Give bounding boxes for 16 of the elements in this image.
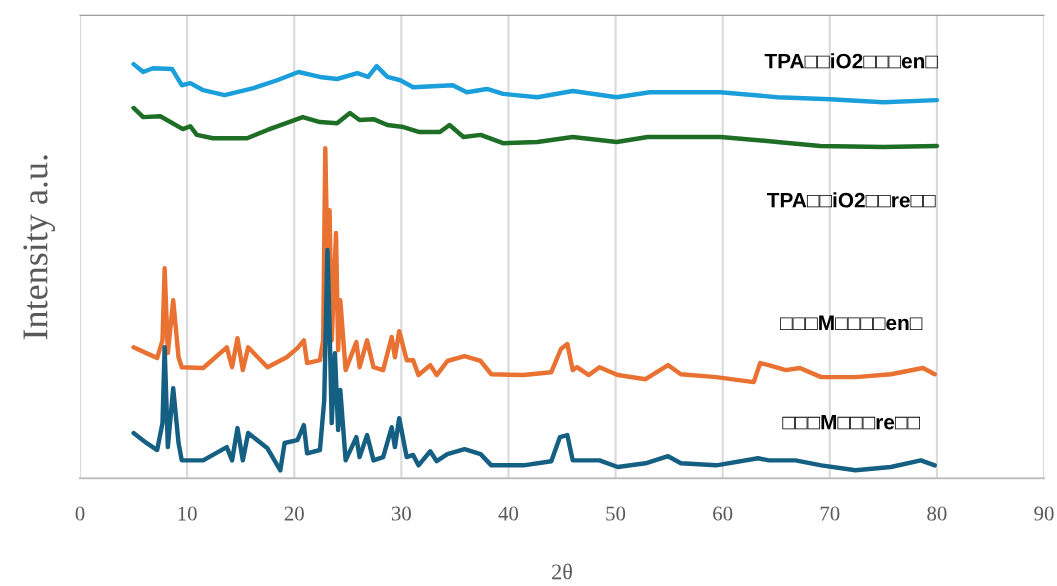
- x-tick-label: 20: [284, 506, 304, 521]
- x-tick-label: 0: [75, 506, 85, 521]
- y-axis-title: Intensity a.u.: [23, 155, 56, 340]
- x-tick-label: 30: [391, 506, 411, 521]
- series-label: □□□M□□□□en□: [780, 315, 923, 331]
- series-label: □□□M□□□re□□: [782, 414, 920, 430]
- x-tick-label: 40: [498, 506, 519, 521]
- x-tick-label: 70: [820, 506, 840, 521]
- x-tick-label: 60: [713, 506, 733, 521]
- x-tick-label: 80: [927, 506, 947, 521]
- x-axis-title: 2θ: [552, 563, 572, 580]
- series-label: TPA□□iO2□□□en□: [764, 53, 938, 69]
- text: TPA□□iO2□□re□□: [766, 192, 936, 208]
- x-tick-label: 50: [606, 506, 626, 521]
- x-tick-label: 90: [1034, 506, 1054, 521]
- x-tick-label: 10: [178, 506, 197, 521]
